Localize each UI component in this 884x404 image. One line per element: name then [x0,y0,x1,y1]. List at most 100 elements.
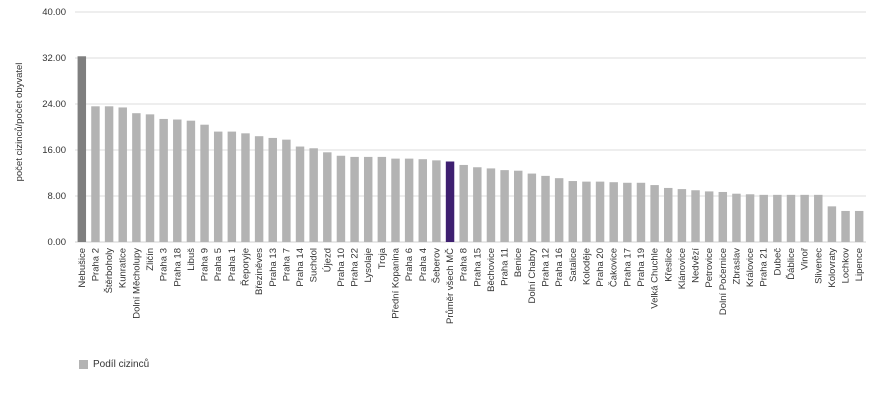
x-tick-label: Praha 1 [227,248,238,281]
x-tick-label: Koloděje [581,248,592,285]
bar [527,173,537,242]
bar [77,56,87,243]
x-tick-label: Lysolaje [363,248,374,283]
x-tick-label: Praha 22 [350,248,361,287]
bar [268,137,277,242]
x-tick-label: Nedvězí [691,248,702,283]
bar [145,114,155,242]
bar [800,194,809,242]
x-tick-label: Zbraslav [731,248,742,285]
y-axis-label: počet cizinců/počet obyvatel [14,63,25,182]
bar [486,168,496,242]
x-tick-label: Štěrboholy [104,248,115,294]
bar [773,194,782,242]
bar [132,113,141,242]
x-tick-label: Praha 9 [200,248,211,281]
bar [377,156,387,242]
x-tick-label: Praha 20 [595,248,606,287]
bar [541,175,550,242]
x-tick-label: Řeporyje [240,248,251,286]
bar [623,182,632,242]
bar [568,181,578,242]
bar [104,106,114,242]
bar [500,170,509,242]
bar [404,158,414,242]
bar [432,160,441,242]
x-tick-label: Velká Chuchle [650,248,661,309]
y-tick-label: 32.00 [42,53,66,64]
bar [459,164,468,242]
bar [418,159,427,242]
x-tick-label: Běchovice [486,248,497,292]
x-tick-label: Královice [745,248,756,287]
x-tick-labels: Nebušice Praha 2 Štěrboholy Kunratice Dolní … [77,247,865,324]
bar [336,155,346,242]
x-tick-label: Benice [513,248,524,277]
bar [554,178,564,242]
bar [213,131,223,242]
bar [636,182,646,242]
x-tick-label: Libuš [186,248,197,271]
bar [350,156,359,242]
bar [854,210,864,242]
y-tick-label: 16.00 [42,145,66,156]
x-tick-label: Praha 3 [159,248,170,281]
x-tick-label: Praha 18 [172,248,183,287]
bar [745,194,755,242]
bar [759,194,768,242]
bar [814,194,823,242]
x-tick-label: Suchdol [309,248,320,282]
x-tick-label: Lipence [854,248,865,281]
x-tick-label: Praha 5 [213,248,224,281]
bar [595,181,605,242]
x-tick-label: Zličín [145,248,156,271]
x-tick-label: Dolní Měcholupy [131,248,142,319]
bar [582,181,591,242]
legend-swatch [79,360,88,369]
x-tick-label: Praha 8 [459,248,470,281]
bar [200,124,209,242]
bar [159,118,168,242]
x-tick-label: Satalice [568,248,579,282]
x-tick-label: Březiněves [254,248,265,295]
y-tick-label: 8.00 [48,191,67,202]
x-tick-label: Praha 2 [90,248,101,281]
x-tick-label: Dubeč [772,248,783,276]
x-tick-label: Křeslice [663,248,674,282]
x-tick-label: Praha 10 [336,248,347,287]
y-tick-label: 0.00 [48,237,67,248]
x-tick-label: Průměr všech MČ [445,248,456,324]
x-tick-label: Praha 12 [541,248,552,287]
bar [118,107,127,242]
x-tick-label: Lochkov [841,248,852,284]
legend-label: Podíl cizinců [93,359,150,370]
bar [309,148,318,242]
bar [609,182,618,242]
bar [827,206,837,242]
x-tick-label: Praha 4 [418,248,429,281]
bar [323,152,332,242]
y-tick-label: 40.00 [42,7,66,18]
bar [445,161,455,242]
x-tick-label: Praha 16 [554,248,565,287]
x-tick-label: Troja [377,247,388,269]
x-tick-label: Kunratice [118,248,129,288]
bar [677,189,687,242]
x-tick-label: Praha 14 [295,248,306,287]
bar [254,136,264,242]
x-tick-label: Praha 17 [622,248,633,287]
y-tick-label: 24.00 [42,99,66,110]
bar [691,190,700,242]
bar [241,133,250,242]
x-tick-label: Dolní Počernice [718,248,729,315]
x-tick-label: Praha 13 [268,248,279,287]
x-tick-label: Újezd [322,248,333,272]
bar [704,191,714,242]
bar [391,158,400,242]
bar [473,167,482,242]
bar [227,131,237,242]
bars [77,56,864,243]
y-tick-labels: 0.00 8.00 16.00 24.00 32.00 40.00 [42,7,66,248]
x-tick-label: Dolní Chabry [527,248,538,304]
